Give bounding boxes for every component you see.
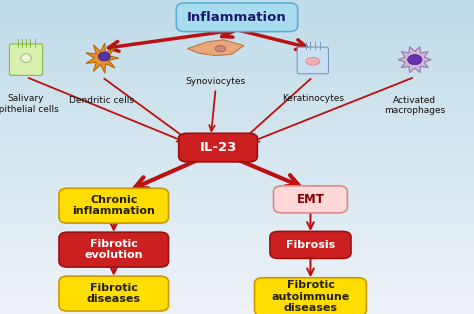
Bar	[0, 188, 474, 194]
Text: Keratinocytes: Keratinocytes	[282, 94, 344, 103]
Bar	[0, 272, 474, 277]
Bar	[0, 246, 474, 251]
Ellipse shape	[215, 46, 226, 52]
Bar	[0, 257, 474, 262]
Text: Chronic
inflammation: Chronic inflammation	[73, 195, 155, 216]
Text: Synoviocytes: Synoviocytes	[186, 77, 246, 86]
Ellipse shape	[306, 57, 320, 65]
Bar	[0, 293, 474, 298]
Bar	[0, 131, 474, 136]
Bar	[0, 10, 474, 16]
Bar	[0, 73, 474, 78]
Bar	[0, 42, 474, 47]
FancyBboxPatch shape	[59, 232, 169, 267]
FancyBboxPatch shape	[59, 276, 169, 311]
Text: Fibrosis: Fibrosis	[286, 240, 335, 250]
FancyBboxPatch shape	[297, 47, 328, 74]
FancyBboxPatch shape	[273, 186, 347, 213]
FancyBboxPatch shape	[179, 133, 257, 162]
Bar	[0, 26, 474, 31]
Bar	[0, 68, 474, 73]
Bar	[0, 309, 474, 314]
Bar	[0, 162, 474, 167]
Text: Fibrotic
diseases: Fibrotic diseases	[87, 283, 141, 304]
Bar	[0, 0, 474, 5]
Ellipse shape	[21, 54, 31, 62]
Bar	[0, 214, 474, 220]
FancyBboxPatch shape	[270, 231, 351, 258]
Bar	[0, 262, 474, 267]
Bar	[0, 136, 474, 141]
Text: Fibrotic
evolution: Fibrotic evolution	[84, 239, 143, 260]
Bar	[0, 277, 474, 283]
Bar	[0, 283, 474, 288]
Bar	[0, 304, 474, 309]
Ellipse shape	[408, 55, 422, 65]
Bar	[0, 183, 474, 188]
Bar	[0, 220, 474, 225]
Bar	[0, 78, 474, 84]
FancyBboxPatch shape	[176, 3, 298, 32]
FancyBboxPatch shape	[9, 44, 43, 75]
Bar	[0, 5, 474, 10]
Bar	[0, 141, 474, 147]
Bar	[0, 209, 474, 214]
Text: Activated
macrophages: Activated macrophages	[384, 96, 446, 115]
Polygon shape	[188, 40, 244, 56]
Text: Fibrotic
autoimmune
diseases: Fibrotic autoimmune diseases	[271, 280, 350, 313]
Text: Dendritic cells: Dendritic cells	[69, 96, 135, 105]
Bar	[0, 21, 474, 26]
Bar	[0, 147, 474, 152]
Bar	[0, 230, 474, 236]
Bar	[0, 31, 474, 37]
Bar	[0, 236, 474, 241]
Bar	[0, 115, 474, 120]
Bar	[0, 199, 474, 204]
Bar	[0, 178, 474, 183]
Bar	[0, 152, 474, 157]
Bar	[0, 157, 474, 162]
Bar	[0, 194, 474, 199]
Bar	[0, 84, 474, 89]
Bar	[0, 110, 474, 115]
Bar	[0, 105, 474, 110]
Bar	[0, 225, 474, 230]
Bar	[0, 57, 474, 63]
Bar	[0, 251, 474, 257]
Bar	[0, 167, 474, 173]
Bar	[0, 89, 474, 94]
Polygon shape	[86, 43, 119, 73]
Bar	[0, 126, 474, 131]
Bar	[0, 37, 474, 42]
Bar	[0, 63, 474, 68]
Bar	[0, 204, 474, 209]
Bar	[0, 173, 474, 178]
Bar	[0, 288, 474, 293]
Text: Inflammation: Inflammation	[187, 11, 287, 24]
FancyBboxPatch shape	[255, 278, 366, 314]
Ellipse shape	[99, 52, 110, 61]
Polygon shape	[398, 47, 431, 73]
Text: IL-23: IL-23	[200, 141, 237, 154]
Bar	[0, 16, 474, 21]
Text: EMT: EMT	[297, 193, 324, 206]
FancyBboxPatch shape	[59, 188, 169, 223]
Bar	[0, 120, 474, 126]
Text: Salivary
epithelial cells: Salivary epithelial cells	[0, 94, 59, 114]
Bar	[0, 94, 474, 100]
Bar	[0, 47, 474, 52]
Bar	[0, 298, 474, 304]
Bar	[0, 100, 474, 105]
Bar	[0, 52, 474, 57]
Bar	[0, 267, 474, 272]
Bar	[0, 241, 474, 246]
